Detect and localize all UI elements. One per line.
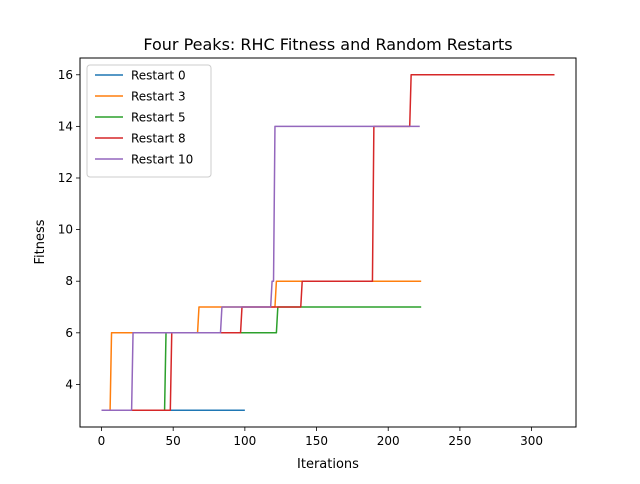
chart-title: Four Peaks: RHC Fitness and Random Resta… [143,35,512,54]
y-tick-label: 14 [58,119,73,133]
legend: Restart 0 Restart 3 Restart 5 Restart 8 Rest… [86,64,212,178]
x-tick-label: 300 [520,434,543,448]
plot-frame [79,57,577,428]
x-tick-label: 250 [448,434,471,448]
x-tick-label: 50 [166,434,181,448]
legend-label-3: Restart 8 [131,132,186,146]
y-tick-label: 12 [58,171,73,185]
y-tick-label: 6 [65,326,73,340]
y-axis-label: Fitness [33,219,48,264]
y-axis: 4 6 8 10 12 14 16 [58,68,80,391]
y-tick-label: 10 [58,223,73,237]
legend-label-2: Restart 5 [131,111,186,125]
series-line-1 [101,280,422,411]
x-tick-label: 200 [377,434,400,448]
plot-lines [101,74,555,411]
x-tick-label: 150 [305,434,328,448]
legend-label-1: Restart 3 [131,90,186,104]
x-axis-label: Iterations [297,457,359,472]
y-tick-label: 8 [65,274,73,288]
legend-label-0: Restart 0 [131,69,186,83]
legend-box [86,64,212,178]
legend-label-4: Restart 10 [131,153,193,167]
series-line-4 [101,125,420,411]
x-tick-label: 100 [233,434,256,448]
x-axis: 0 50 100 150 200 250 300 [98,427,543,448]
y-tick-label: 16 [58,68,73,82]
y-tick-label: 4 [65,377,73,391]
x-tick-label: 0 [98,434,106,448]
